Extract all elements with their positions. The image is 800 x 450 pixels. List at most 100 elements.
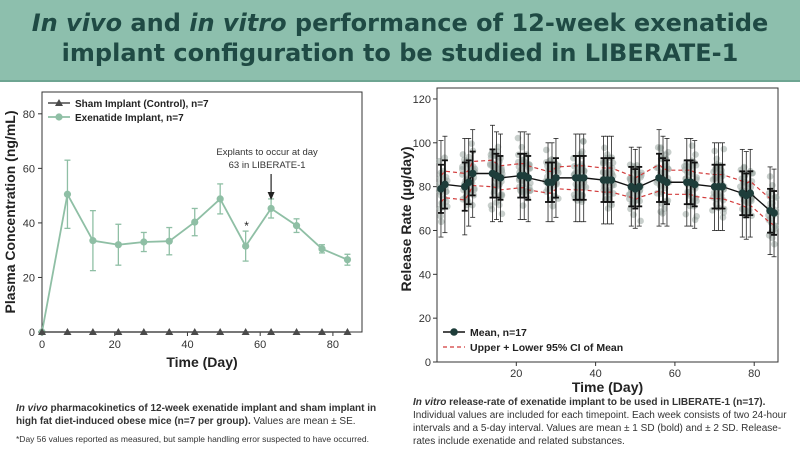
legend-exenatide-marker xyxy=(55,113,63,121)
sham-point xyxy=(216,328,225,335)
legend-ci-label: Upper + Lower 95% CI of Mean xyxy=(470,342,623,354)
exenatide-point xyxy=(114,241,122,249)
sham-point xyxy=(267,328,276,335)
x-tick-label: 0 xyxy=(39,339,45,351)
individual-value-point xyxy=(664,148,672,156)
mean-point xyxy=(496,174,505,182)
sham-point xyxy=(63,328,72,335)
sham-point xyxy=(165,328,174,335)
mean-point xyxy=(718,182,727,191)
mean-point xyxy=(468,169,477,178)
y-tick-label: 60 xyxy=(23,163,35,175)
exenatide-point xyxy=(191,218,199,226)
y-tick-label: 80 xyxy=(23,109,35,121)
sham-point xyxy=(292,328,301,335)
pk-caption-bold: pharmacokinetics of 12-week exenatide im… xyxy=(16,403,377,427)
y-tick-label: 20 xyxy=(419,313,431,325)
release-caption: In vitro release-rate of exenatide impla… xyxy=(413,396,791,448)
sham-point xyxy=(343,328,352,335)
release-rate-chart: 20 40 60 80 0 20 40 60 80 100 120 Time (Day) Release… xyxy=(400,87,780,395)
release-caption-rest: Individual values are included for each … xyxy=(413,410,787,447)
y-tick-label: 100 xyxy=(413,138,431,150)
exenatide-point xyxy=(216,195,224,203)
individual-value-point xyxy=(601,144,608,152)
plot-frame xyxy=(436,87,779,363)
mean-point xyxy=(746,189,755,198)
individual-value-point xyxy=(720,145,728,153)
y-tick-label: 60 xyxy=(419,225,431,237)
x-tick-label: 60 xyxy=(669,368,681,380)
sham-point xyxy=(88,328,97,335)
individual-value-point xyxy=(514,134,522,142)
legend-mean-label: Mean, n=17 xyxy=(470,327,527,339)
individual-value-point xyxy=(682,210,690,218)
x-tick-label: 20 xyxy=(510,368,522,380)
exenatide-point xyxy=(89,237,97,245)
mean-point xyxy=(635,182,644,191)
mean-point xyxy=(441,180,449,189)
title-mid: and xyxy=(122,9,190,37)
title-rest: performance of 12-week exenatide xyxy=(286,9,769,37)
exenatide-point xyxy=(292,222,301,230)
individual-value-point xyxy=(495,201,503,209)
asterisk-marker: * xyxy=(244,219,249,233)
release-caption-bold: release-rate of exenatide implant to be … xyxy=(446,397,766,408)
sham-point xyxy=(139,328,148,335)
individual-value-point xyxy=(526,161,533,169)
legend-exenatide-label: Exenatide Implant, n=7 xyxy=(75,113,184,124)
y-tick-label: 0 xyxy=(425,357,431,369)
mean-point xyxy=(524,174,532,182)
y-tick-label: 80 xyxy=(419,182,431,194)
x-tick-label: 40 xyxy=(181,339,193,351)
explant-annotation-line2: 63 in LIBERATE-1 xyxy=(229,160,306,171)
explant-arrow-head xyxy=(267,192,275,200)
mean-point xyxy=(690,180,699,189)
exenatide-point xyxy=(318,245,326,253)
pk-chart: 0 20 40 60 80 0 20 40 60 80 Time (Day) Plasma Conce… xyxy=(2,91,363,370)
individual-value-point xyxy=(549,202,557,210)
individual-value-point xyxy=(459,151,467,158)
exenatide-point xyxy=(343,256,352,264)
page-title: In vivo and in vitro performance of 12-w… xyxy=(0,8,800,68)
mean-point xyxy=(663,178,671,187)
exenatide-point xyxy=(267,204,275,213)
exenatide-point xyxy=(63,190,72,198)
pk-caption-italic: In vivo xyxy=(16,403,48,414)
title-italic-2: in vitro xyxy=(189,9,287,37)
sham-point xyxy=(318,328,326,335)
x-axis-label: Time (Day) xyxy=(572,379,643,395)
x-tick-label: 60 xyxy=(254,339,266,351)
header-banner xyxy=(0,0,800,82)
y-tick-label: 40 xyxy=(23,218,35,230)
x-tick-label: 80 xyxy=(327,339,339,351)
mean-point xyxy=(770,209,778,217)
pk-caption-rest: Values are mean ± SE. xyxy=(250,416,356,427)
release-caption-italic: In vitro xyxy=(413,397,447,408)
exenatide-point xyxy=(140,238,148,246)
pk-caption: In vivo pharmacokinetics of 12-week exen… xyxy=(16,402,391,428)
individual-value-point xyxy=(498,191,506,198)
title-line-2: implant configuration to be studied in L… xyxy=(61,39,739,67)
title-line-1: In vivo and in vitro performance of 12-w… xyxy=(0,8,800,38)
y-tick-label: 120 xyxy=(413,94,431,106)
mean-point xyxy=(464,178,473,187)
x-tick-label: 20 xyxy=(109,339,121,351)
sham-point xyxy=(38,328,46,335)
y-tick-label: 40 xyxy=(419,269,431,281)
legend-sham-label: Sham Implant (Control), n=7 xyxy=(75,99,209,110)
mean-point xyxy=(579,174,588,182)
y-tick-label: 0 xyxy=(29,327,35,339)
individual-value-point xyxy=(543,146,550,154)
exenatide-point xyxy=(165,237,173,245)
plot-frame xyxy=(41,91,363,333)
individual-value-point xyxy=(719,214,727,221)
sham-point xyxy=(114,328,123,335)
pk-footnote: *Day 56 values reported as measured, but… xyxy=(16,434,369,444)
individual-value-point xyxy=(498,210,506,218)
sham-point xyxy=(190,328,199,335)
explant-annotation-line1: Explants to occur at day xyxy=(216,147,318,158)
y-tick-label: 20 xyxy=(23,272,35,284)
mean-point xyxy=(552,174,560,182)
y-axis-label: Plasma Concentration (ng/mL) xyxy=(2,110,18,313)
individual-value-point xyxy=(692,151,699,158)
